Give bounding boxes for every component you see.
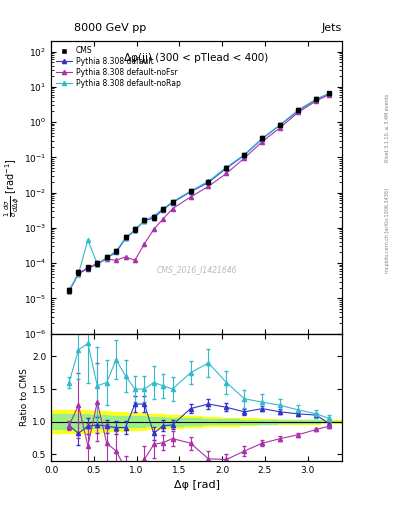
Text: Jets: Jets xyxy=(321,23,342,33)
Y-axis label: Ratio to CMS: Ratio to CMS xyxy=(20,368,29,426)
Y-axis label: $\frac{1}{\sigma}\frac{d\sigma}{d\Delta\phi}$ [rad$^{-1}$]: $\frac{1}{\sigma}\frac{d\sigma}{d\Delta\… xyxy=(2,158,21,217)
X-axis label: Δφ [rad]: Δφ [rad] xyxy=(173,480,220,490)
Text: Rivet 3.1.10, ≥ 3.4M events: Rivet 3.1.10, ≥ 3.4M events xyxy=(385,94,390,162)
Legend: CMS, Pythia 8.308 default, Pythia 8.308 default-noFsr, Pythia 8.308 default-noRa: CMS, Pythia 8.308 default, Pythia 8.308 … xyxy=(55,45,182,90)
Text: 8000 GeV pp: 8000 GeV pp xyxy=(74,23,146,33)
Text: mcplots.cern.ch [arXiv:1306.3436]: mcplots.cern.ch [arXiv:1306.3436] xyxy=(385,188,390,273)
Text: CMS_2016_I1421646: CMS_2016_I1421646 xyxy=(156,265,237,274)
Text: Δφ(jj) (300 < pTlead < 400): Δφ(jj) (300 < pTlead < 400) xyxy=(124,53,269,62)
